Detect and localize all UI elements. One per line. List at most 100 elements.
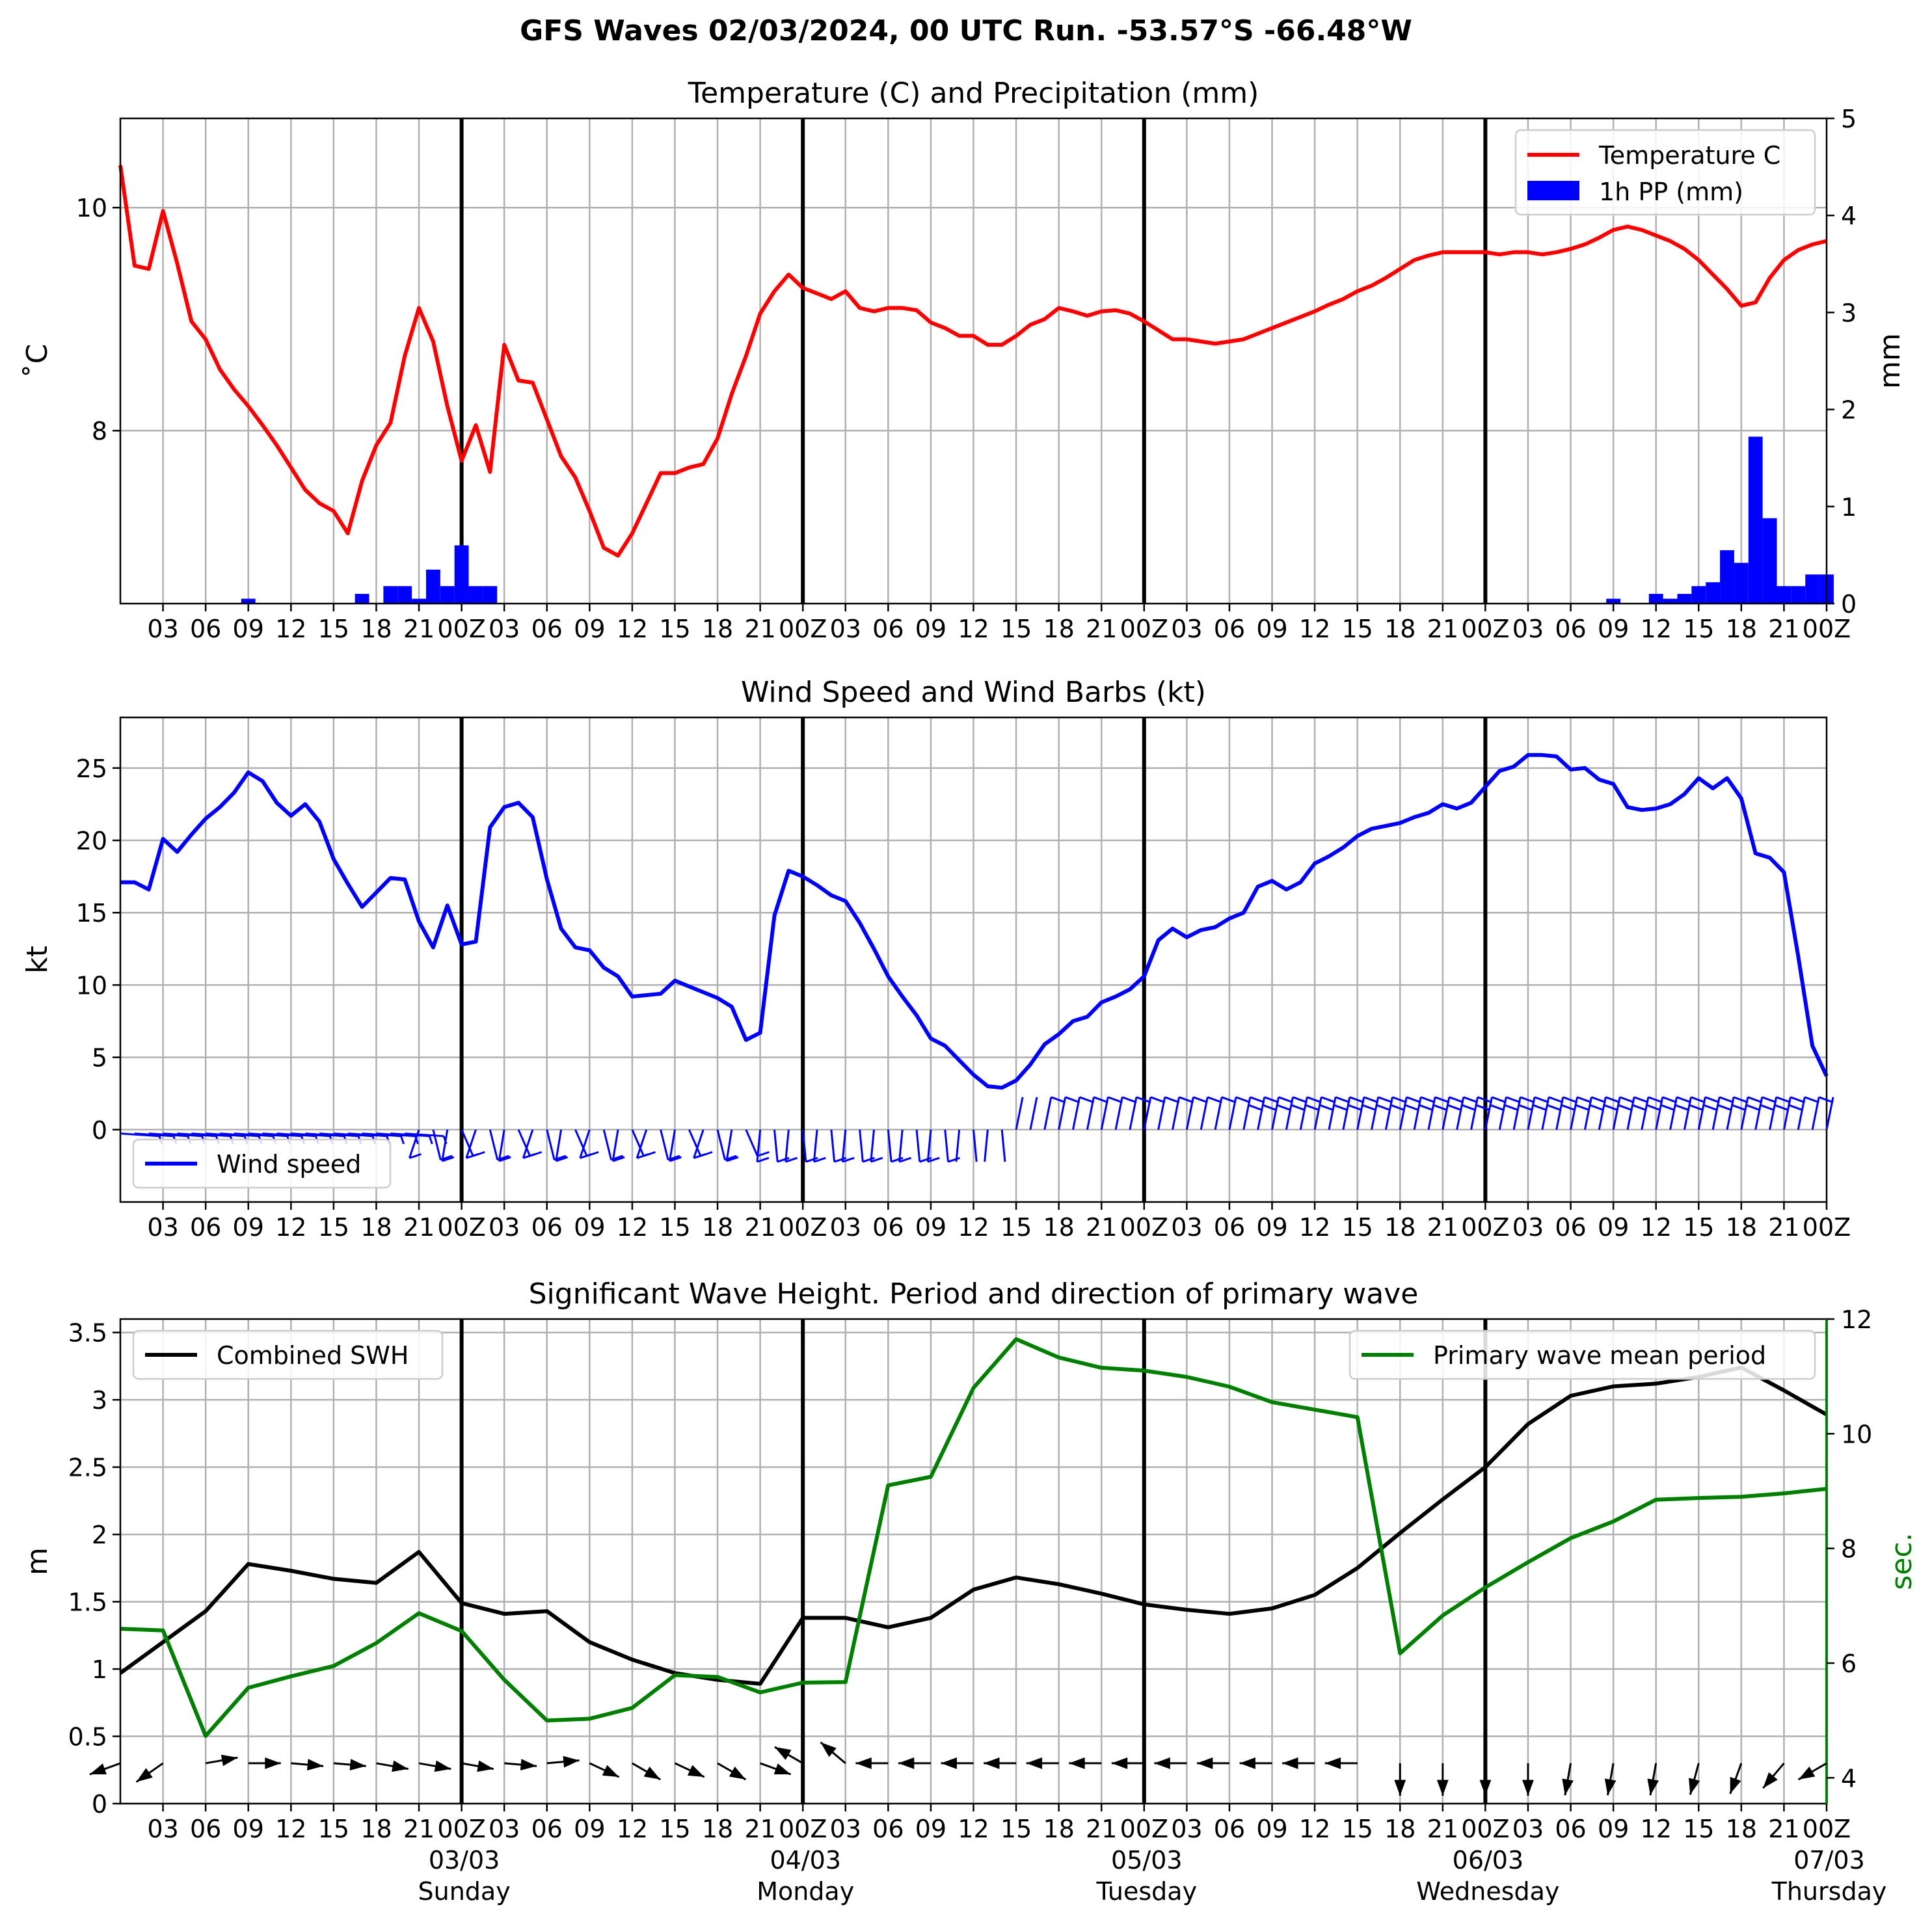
y-tick-label: 0	[92, 1116, 107, 1145]
x-tick-label: 06	[872, 1213, 904, 1242]
wind-barb-flag	[1631, 1104, 1647, 1112]
wind-barb-shaft	[1555, 1097, 1564, 1130]
wind-barb-flag	[757, 1156, 770, 1163]
wind-barb-flag	[1489, 1104, 1505, 1112]
x-tick-label: 06	[1214, 1815, 1245, 1843]
x-tick-label: 00Z	[1461, 615, 1509, 643]
wave-direction-arrowhead	[1111, 1757, 1128, 1769]
wind-barb-shaft	[1143, 1097, 1152, 1130]
wind-barb-shaft	[1384, 1097, 1393, 1130]
precip-bar	[440, 586, 455, 604]
wave-direction-arrowhead	[687, 1765, 704, 1778]
x-tick-label: 09	[1256, 1213, 1287, 1242]
wind-barb-flag	[1278, 1096, 1294, 1104]
wind-barb-flag	[580, 1153, 593, 1159]
wind-barb-shaft	[773, 1129, 779, 1162]
wave-panel: Significant Wave Height. Period and dire…	[21, 1277, 1918, 1906]
wind-barb-flag	[1107, 1096, 1123, 1104]
wind-barb-flag	[442, 1156, 455, 1162]
x-tick-label: 00Z	[1461, 1213, 1509, 1242]
wind-barb-flag	[1731, 1104, 1747, 1112]
wave-direction-arrowhead	[1239, 1757, 1255, 1769]
x-tick-label: 21	[403, 615, 435, 643]
x-tick-label: 18	[1726, 615, 1757, 643]
wind-barb-shaft	[1157, 1097, 1166, 1130]
legend-box	[1514, 129, 1816, 216]
wind-barb-shaft	[870, 1129, 875, 1162]
wave-direction-arrowhead	[1394, 1780, 1406, 1796]
x-tick-label: 00Z	[437, 1213, 485, 1242]
wind-barb-shaft	[1058, 1097, 1067, 1130]
y-tick-label: 15	[76, 899, 107, 928]
wind-barb-shaft	[1598, 1097, 1607, 1130]
x-tick-label: 15	[659, 1213, 690, 1242]
wind-barb-flag	[1391, 1096, 1407, 1104]
x-tick-label: 12	[1299, 1213, 1330, 1242]
wind-barb-shaft	[1214, 1097, 1223, 1130]
date-label: 03/03	[429, 1846, 500, 1875]
wind-barb-shaft	[926, 1129, 932, 1162]
wind-barb-shaft	[1371, 1097, 1380, 1130]
x-tick-label: 09	[915, 1815, 946, 1843]
x-tick-label: 18	[1043, 1213, 1074, 1242]
x-tick-label: 09	[1256, 1815, 1287, 1843]
x-tick-label: 00Z	[779, 615, 827, 643]
x-tick-label: 03	[147, 1815, 178, 1843]
x-tick-label: 03	[830, 615, 861, 643]
x-tick-label: 21	[1427, 1213, 1458, 1242]
x-tick-label: 09	[1256, 615, 1287, 643]
x-tick-label: 21	[744, 615, 775, 643]
wave-direction-arrowhead	[984, 1757, 1000, 1769]
wind-barb-flag	[1461, 1104, 1477, 1112]
wind-barb-flag	[1447, 1104, 1462, 1112]
x-tick-label: 09	[1598, 1815, 1629, 1843]
series-line-0	[118, 165, 1827, 558]
x-tick-label: 09	[233, 1815, 264, 1843]
y2-tick-label: 1	[1841, 493, 1857, 522]
wind-barb-shaft	[1000, 1129, 1006, 1162]
wave-direction-arrowhead	[1026, 1757, 1043, 1769]
wind-barb-flag	[1589, 1104, 1604, 1112]
wave-direction-arrowhead	[1436, 1780, 1449, 1796]
wind-barb-shaft	[1655, 1097, 1664, 1130]
wind-barb-shaft	[1612, 1097, 1621, 1130]
wind-barb-flag	[1717, 1104, 1732, 1112]
wind-barb-flag	[1646, 1104, 1661, 1112]
wind-barb-shaft	[1711, 1097, 1721, 1130]
wind-barb-shaft	[1242, 1097, 1252, 1130]
x-tick-label: 15	[659, 615, 690, 643]
wind-barb-shaft	[693, 1129, 704, 1158]
wave-direction-arrowhead	[265, 1757, 281, 1769]
x-tick-label: 12	[1641, 615, 1672, 643]
weekday-label: Tuesday	[1095, 1877, 1197, 1906]
wind-barb-flag	[1534, 1096, 1550, 1104]
wind-barb-shaft	[1285, 1097, 1294, 1130]
legend-label-temperature: Temperature C	[1598, 141, 1780, 170]
wind-barb-flag	[777, 1156, 790, 1163]
wind-barb-shaft	[1313, 1097, 1322, 1130]
wind-barb-shaft	[1228, 1097, 1237, 1130]
wind-barb-flag	[693, 1153, 706, 1159]
wind-barb-shaft	[574, 1129, 588, 1156]
wind-barb-flag	[785, 1156, 798, 1163]
wave-direction-arrowhead	[307, 1759, 324, 1771]
wind-barb-shaft	[1825, 1097, 1834, 1130]
wind-barb-shaft	[944, 1129, 949, 1162]
x-tick-label: 03	[1171, 1815, 1202, 1843]
wind-barb-shaft	[1570, 1097, 1579, 1130]
wave-direction-arrowhead	[90, 1763, 107, 1775]
wind-barb-shaft	[1541, 1097, 1550, 1130]
y-tick-label: 1	[92, 1655, 107, 1684]
precip-bar	[355, 594, 369, 604]
wind-barb-shaft	[1172, 1097, 1180, 1130]
x-tick-label: 12	[1641, 1213, 1672, 1242]
y2-axis-label: mm	[1873, 333, 1907, 389]
x-tick-label: 15	[318, 1815, 349, 1843]
wind-barb-shaft	[1470, 1097, 1479, 1130]
wind-barb-flag	[1688, 1104, 1704, 1112]
wind-barb-shaft	[631, 1129, 645, 1156]
wind-barb-flag	[1463, 1096, 1479, 1104]
wind-barb-shaft	[1512, 1097, 1522, 1130]
figure-suptitle: GFS Waves 02/03/2024, 00 UTC Run. -53.57…	[520, 14, 1412, 47]
